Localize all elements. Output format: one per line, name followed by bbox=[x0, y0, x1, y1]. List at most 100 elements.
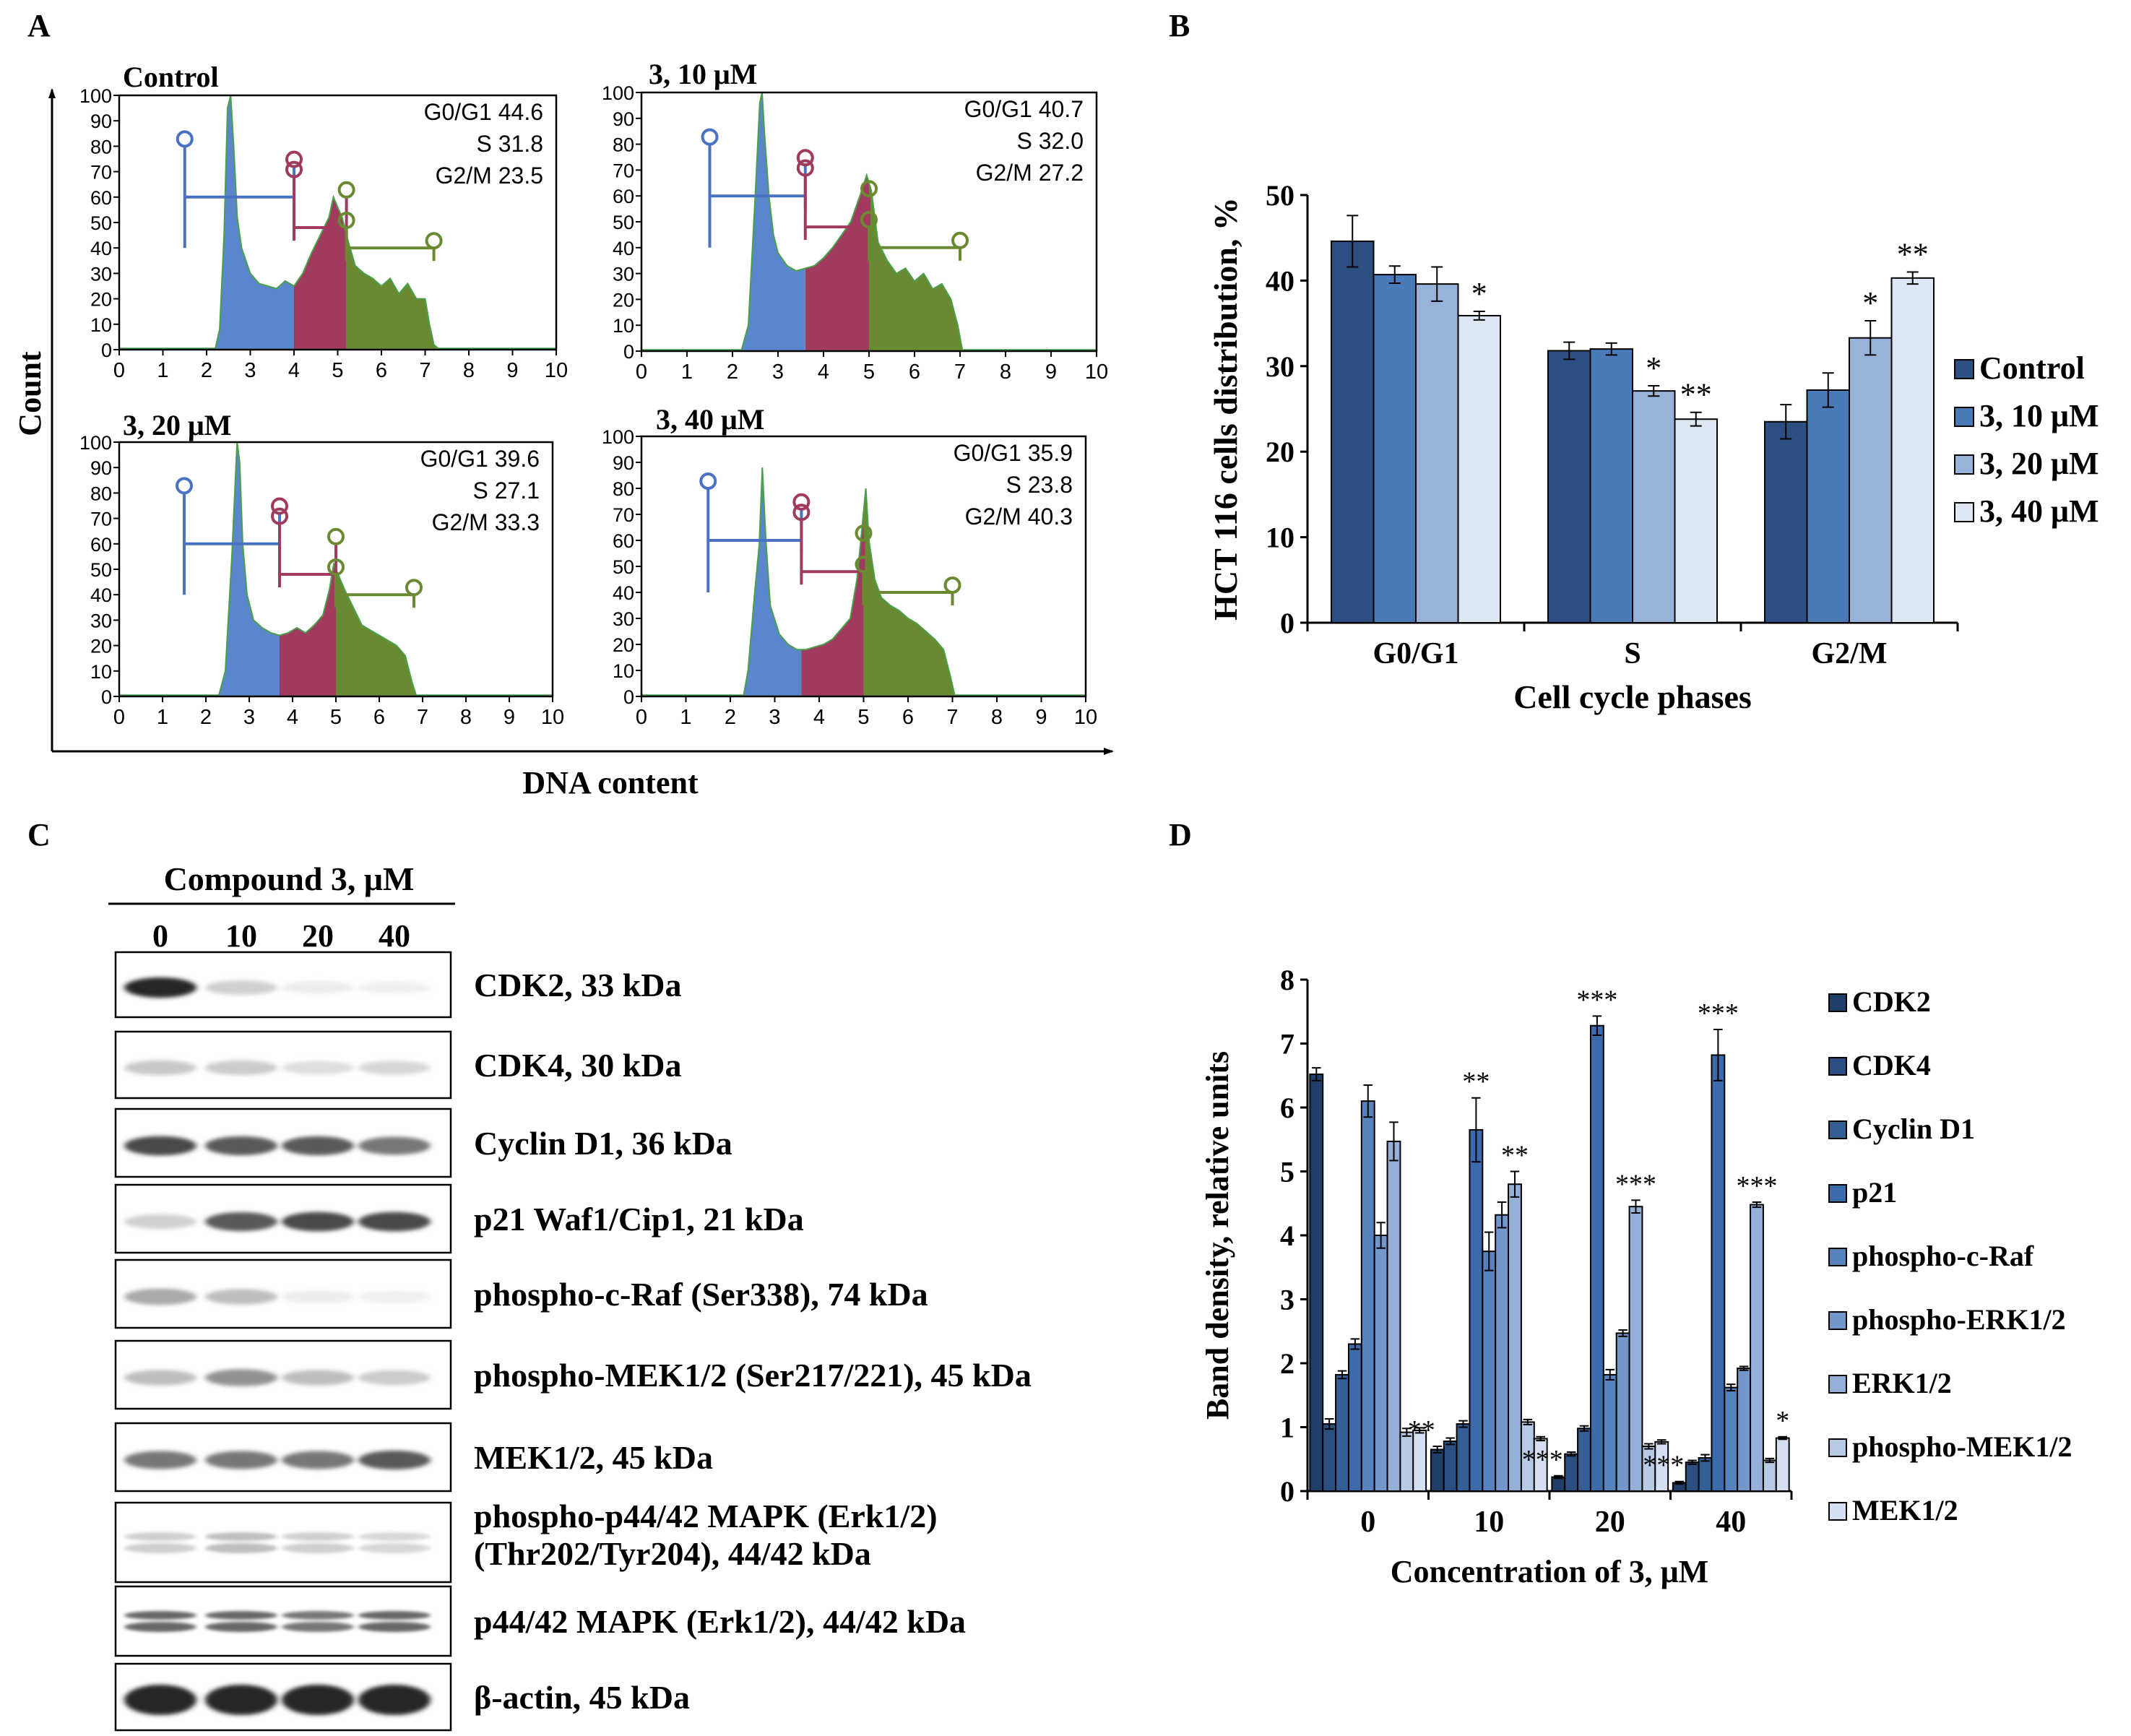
blot-row: CDK4, 30 kDa bbox=[114, 1030, 682, 1100]
histogram-stat: G0/G1 39.6 bbox=[420, 446, 540, 472]
bar bbox=[1495, 1214, 1510, 1493]
x-tick-label: 1 bbox=[157, 706, 168, 729]
gate-handle bbox=[792, 504, 811, 522]
legend-item: phospho-ERK1/2 bbox=[1828, 1303, 2066, 1336]
y-tick-label: 50 bbox=[90, 212, 112, 234]
y-axis-label: Band density, relative units bbox=[1200, 1051, 1235, 1420]
significance-mark: * bbox=[1862, 285, 1878, 321]
gate-marker bbox=[271, 507, 345, 588]
x-tick-label: 4 bbox=[287, 706, 298, 729]
gate-handle bbox=[285, 150, 303, 168]
significance-mark: ** bbox=[1680, 377, 1712, 413]
y-tick-label: 30 bbox=[613, 608, 634, 630]
blot-label: Cyclin D1, 36 kDa bbox=[474, 1125, 732, 1162]
error-bar bbox=[1906, 271, 1919, 285]
bar bbox=[1806, 389, 1850, 624]
legend-label: p21 bbox=[1852, 1176, 1897, 1209]
bar bbox=[1628, 1206, 1643, 1493]
bar bbox=[1331, 240, 1375, 624]
y-tick-label: 10 bbox=[90, 661, 112, 683]
y-tick-label: 2 bbox=[1280, 1347, 1294, 1380]
x-tick-label: 7 bbox=[946, 706, 958, 729]
x-tick-label: 3 bbox=[243, 706, 255, 729]
error-bar bbox=[1388, 265, 1401, 284]
y-tick-label: 100 bbox=[79, 85, 112, 107]
error-bar bbox=[1389, 1121, 1399, 1162]
blot-band bbox=[205, 980, 277, 996]
blot-label: MEK1/2, 45 kDa bbox=[474, 1439, 713, 1476]
panel-a-y-label: Count bbox=[12, 351, 48, 436]
bar bbox=[1457, 314, 1501, 623]
bar bbox=[1551, 1476, 1566, 1493]
y-tick-label: 90 bbox=[90, 111, 112, 132]
blot-band bbox=[282, 1543, 354, 1553]
blot-band bbox=[124, 1611, 196, 1620]
blot-label: p21 Waf1/Cip1, 21 kDa bbox=[474, 1201, 804, 1238]
error-bar bbox=[1563, 341, 1575, 360]
blot-band bbox=[358, 1622, 431, 1632]
blot-band bbox=[358, 1212, 431, 1232]
y-tick-label: 0 bbox=[1280, 607, 1294, 639]
bar bbox=[1360, 1100, 1375, 1492]
x-tick-label: 7 bbox=[417, 706, 428, 729]
blot-band bbox=[124, 1060, 196, 1076]
blot-band bbox=[205, 1451, 277, 1469]
blot-band bbox=[282, 1370, 354, 1386]
category-label: G2/M bbox=[1812, 637, 1888, 670]
x-tick-label: 10 bbox=[545, 359, 568, 382]
y-tick-label: 50 bbox=[613, 212, 634, 233]
phase-fill bbox=[119, 442, 280, 696]
blot-band bbox=[205, 1622, 277, 1632]
error-bar bbox=[1510, 1170, 1520, 1198]
x-tick-label: 3 bbox=[769, 706, 780, 729]
gate-handle bbox=[176, 130, 194, 148]
legend-swatch bbox=[1828, 1248, 1847, 1266]
blot-row: Cyclin D1, 36 kDa bbox=[114, 1107, 732, 1178]
x-tick-label: 5 bbox=[863, 360, 875, 384]
gate-marker bbox=[285, 160, 355, 241]
category-label: 40 bbox=[1716, 1506, 1746, 1539]
y-tick-label: 30 bbox=[613, 264, 634, 285]
y-tick-label: 0 bbox=[101, 340, 112, 361]
error-bar bbox=[1765, 1457, 1775, 1464]
blot-band bbox=[282, 1061, 354, 1075]
error-bar bbox=[1605, 342, 1617, 356]
bar bbox=[1373, 274, 1417, 623]
x-tick-label: 6 bbox=[902, 706, 914, 729]
blot-band bbox=[205, 1060, 277, 1076]
error-bar bbox=[1566, 1451, 1576, 1457]
x-tick-label: 10 bbox=[1085, 360, 1108, 384]
legend-label: Control bbox=[1979, 350, 2085, 386]
error-bar bbox=[1324, 1417, 1334, 1430]
bar bbox=[1415, 283, 1459, 623]
error-bar bbox=[1432, 1446, 1443, 1454]
legend-item: 3, 20 μM bbox=[1954, 446, 2098, 481]
y-tick-label: 6 bbox=[1280, 1092, 1294, 1124]
legend-label: phospho-MEK1/2 bbox=[1852, 1430, 2072, 1463]
gate-handle bbox=[701, 128, 719, 146]
x-tick-label: 3 bbox=[772, 360, 784, 384]
gate-handle bbox=[855, 556, 873, 574]
error-bar bbox=[1347, 215, 1359, 268]
bar bbox=[1698, 1456, 1713, 1492]
gate-handle bbox=[796, 149, 814, 167]
y-tick-label: 10 bbox=[613, 660, 634, 682]
error-bar bbox=[1402, 1428, 1412, 1437]
significance-mark: * bbox=[1646, 350, 1661, 386]
y-tick-label: 90 bbox=[90, 457, 112, 479]
blot-band bbox=[124, 1543, 196, 1553]
legend-swatch bbox=[1954, 502, 1974, 522]
blot-band bbox=[205, 1369, 277, 1386]
legend-item: CDK2 bbox=[1828, 985, 1931, 1018]
x-tick-label: 0 bbox=[113, 359, 125, 382]
y-tick-label: 40 bbox=[90, 584, 112, 606]
blot-band bbox=[124, 1214, 196, 1230]
blot-row: p21 Waf1/Cip1, 21 kDa bbox=[114, 1183, 804, 1254]
x-tick-label: 1 bbox=[680, 706, 691, 729]
significance-mark: *** bbox=[1698, 998, 1739, 1029]
blot-label: β-actin, 45 kDa bbox=[474, 1679, 690, 1716]
y-tick-label: 40 bbox=[1266, 264, 1294, 297]
x-tick-label: 0 bbox=[113, 706, 125, 729]
phase-fill bbox=[641, 467, 802, 696]
